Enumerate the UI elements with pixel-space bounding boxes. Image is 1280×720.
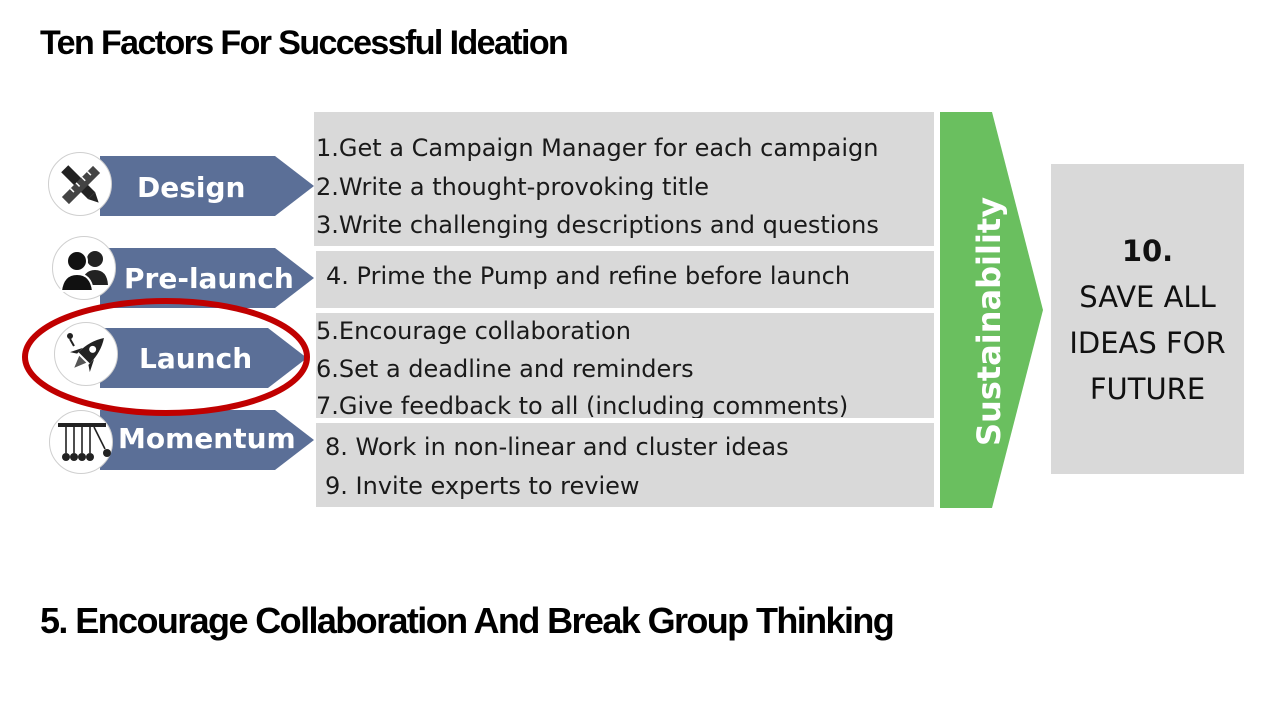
item-1: 1.Get a Campaign Manager for each campai… <box>316 134 879 162</box>
phase-arrow-launch <box>100 328 307 388</box>
phase-label-launch: Launch <box>139 342 253 375</box>
momentum-items-box: 8. Work in non-linear and cluster ideas … <box>316 423 934 507</box>
phase-label-pre-launch: Pre-launch <box>124 262 294 295</box>
sustainability-arrow <box>940 112 1043 508</box>
item-6: 6.Set a deadline and reminders <box>316 354 694 383</box>
item-7: 7.Give feedback to all (including commen… <box>316 392 849 418</box>
page-subtitle: 5. Encourage Collaboration And Break Gro… <box>40 600 895 641</box>
newtons-cradle-icon <box>49 410 113 474</box>
item-4: 4. Prime the Pump and refine before laun… <box>326 262 851 290</box>
rocket-icon <box>54 322 118 386</box>
design-items-box: 1.Get a Campaign Manager for each campai… <box>314 112 934 246</box>
highlight-ring <box>22 298 310 416</box>
phase-arrow-pre-launch <box>100 248 314 308</box>
pencil-ruler-icon <box>48 152 112 216</box>
people-icon <box>52 236 116 300</box>
phase-label-design: Design <box>137 171 246 204</box>
item-3: 3.Write challenging descriptions and que… <box>316 211 879 239</box>
save-number: 10. <box>1121 234 1174 268</box>
save-line-3: FUTURE <box>1089 372 1206 406</box>
save-line-1: SAVE ALL <box>1079 280 1216 314</box>
item-2: 2.Write a thought-provoking title <box>316 172 709 201</box>
save-ideas-box: 10. SAVE ALL IDEAS FOR FUTURE <box>1051 164 1244 474</box>
sustainability-label: Sustainability <box>970 196 1008 446</box>
phase-label-momentum: Momentum <box>118 422 296 455</box>
item-5: 5.Encourage collaboration <box>316 317 631 345</box>
page-title: Ten Factors For Successful Ideation <box>40 24 569 62</box>
item-8: 8. Work in non-linear and cluster ideas <box>325 433 789 461</box>
prelaunch-items-box: 4. Prime the Pump and refine before laun… <box>316 251 934 308</box>
phase-arrow-momentum <box>100 410 314 470</box>
item-9: 9. Invite experts to review <box>325 471 640 500</box>
save-line-2: IDEAS FOR <box>1069 326 1226 360</box>
launch-items-box: 5.Encourage collaboration 6.Set a deadli… <box>316 313 934 418</box>
phase-arrow-design <box>100 156 314 216</box>
